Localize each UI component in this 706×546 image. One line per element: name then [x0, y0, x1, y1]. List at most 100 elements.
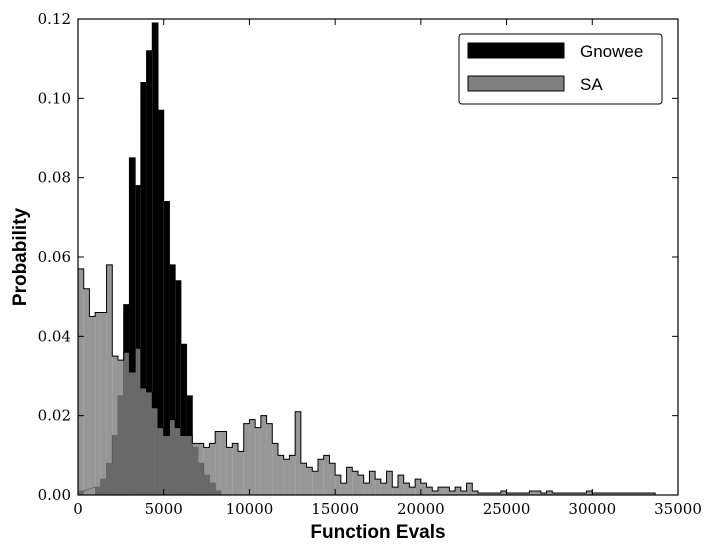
bar-sa-40 [306, 467, 313, 495]
legend-label-gnowee: Gnowee [580, 42, 643, 61]
bar-sa-74 [500, 491, 507, 495]
bar-sa-90 [592, 493, 598, 495]
bar-sa-18 [180, 435, 187, 495]
bar-sa-50 [363, 483, 370, 495]
y-tick-label: 0.04 [38, 327, 71, 345]
x-tick-label: 25000 [483, 500, 531, 518]
bar-sa-17 [175, 427, 181, 495]
bar-sa-38 [295, 411, 301, 495]
bar-sa-4 [100, 312, 107, 495]
bar-sa-39 [300, 463, 307, 495]
bar-sa-81 [540, 493, 547, 495]
bar-sa-61 [426, 487, 433, 495]
bar-sa-80 [535, 491, 541, 495]
bar-sa-32 [260, 415, 267, 495]
bar-sa-65 [449, 491, 456, 495]
bar-sa-75 [506, 493, 513, 495]
bar-sa-55 [392, 487, 398, 495]
bar-sa-92 [603, 493, 610, 495]
bar-sa-42 [318, 459, 324, 495]
bar-sa-70 [477, 493, 484, 495]
bar-sa-85 [563, 493, 570, 495]
bar-sa-2 [89, 316, 96, 495]
bar-sa-94 [615, 493, 621, 495]
bar-sa-37 [289, 455, 296, 495]
bar-sa-24 [215, 431, 221, 495]
bar-sa-35 [278, 455, 284, 495]
bar-sa-25 [220, 431, 227, 495]
x-tick-label: 35000 [654, 500, 702, 518]
bar-sa-45 [335, 475, 341, 495]
bar-sa-73 [495, 493, 501, 495]
bar-sa-47 [346, 467, 353, 495]
bar-sa-56 [398, 475, 404, 495]
bar-sa-15 [163, 435, 170, 495]
series-sa [77, 264, 656, 495]
bar-sa-66 [455, 487, 461, 495]
bar-sa-72 [489, 493, 496, 495]
legend: Gnowee SA [458, 33, 663, 105]
bar-sa-57 [403, 483, 410, 495]
bar-sa-78 [523, 493, 530, 495]
bar-sa-88 [580, 493, 587, 495]
bar-sa-82 [546, 491, 553, 495]
bar-sa-79 [529, 491, 536, 495]
bar-sa-83 [552, 493, 558, 495]
bar-sa-43 [323, 455, 330, 495]
bar-sa-46 [340, 483, 347, 495]
bar-sa-58 [409, 487, 416, 495]
bar-sa-96 [626, 493, 633, 495]
bar-sa-52 [375, 479, 381, 495]
bar-gnowee-13 [163, 201, 170, 495]
x-tick-label: 20000 [397, 500, 445, 518]
bar-sa-13 [152, 407, 158, 495]
bar-sa-89 [586, 491, 593, 495]
bar-sa-91 [597, 493, 604, 495]
bar-gnowee-15 [175, 280, 181, 495]
bar-sa-95 [620, 493, 627, 495]
bar-sa-10 [135, 348, 141, 495]
y-axis-label: Probability [10, 207, 31, 306]
x-axis-label: Function Evals [310, 522, 445, 543]
y-tick-label: 0.10 [38, 89, 71, 107]
bar-sa-29 [243, 423, 250, 495]
bar-gnowee-12 [158, 110, 164, 495]
bar-gnowee-16 [180, 344, 187, 495]
bar-sa-20 [192, 443, 198, 495]
legend-swatch-gnowee [467, 42, 565, 59]
bar-sa-67 [460, 491, 467, 495]
bar-sa-54 [386, 471, 393, 495]
bar-sa-28 [237, 451, 244, 495]
bar-sa-69 [472, 491, 478, 495]
x-tick-label: 15000 [311, 500, 359, 518]
bar-sa-12 [146, 391, 153, 495]
bar-sa-84 [558, 493, 564, 495]
bar-sa-16 [169, 419, 176, 495]
bar-sa-60 [420, 483, 427, 495]
bar-sa-21 [198, 443, 204, 495]
bar-sa-8 [123, 352, 130, 495]
bar-sa-77 [518, 493, 524, 495]
y-tick-label: 0.02 [38, 407, 71, 425]
series-layer [77, 22, 656, 495]
bar-sa-41 [312, 471, 318, 495]
bar-sa-98 [638, 493, 644, 495]
bar-sa-76 [512, 493, 518, 495]
bar-sa-23 [209, 443, 216, 495]
bar-sa-97 [632, 493, 638, 495]
bar-sa-68 [466, 483, 473, 495]
outline-sa [77, 264, 656, 495]
bar-sa-71 [483, 493, 490, 495]
bar-sa-51 [369, 471, 376, 495]
bar-sa-1 [83, 288, 90, 495]
bar-sa-93 [609, 493, 616, 495]
y-tick-label: 0.06 [38, 248, 71, 266]
x-tick-label: 0 [73, 500, 83, 518]
bar-sa-62 [432, 491, 438, 495]
bar-sa-63 [438, 487, 444, 495]
bar-sa-6 [112, 356, 118, 495]
bar-gnowee-14 [169, 264, 176, 495]
bar-sa-30 [249, 419, 256, 495]
bar-sa-36 [283, 459, 290, 495]
x-tick-label: 10000 [226, 500, 274, 518]
